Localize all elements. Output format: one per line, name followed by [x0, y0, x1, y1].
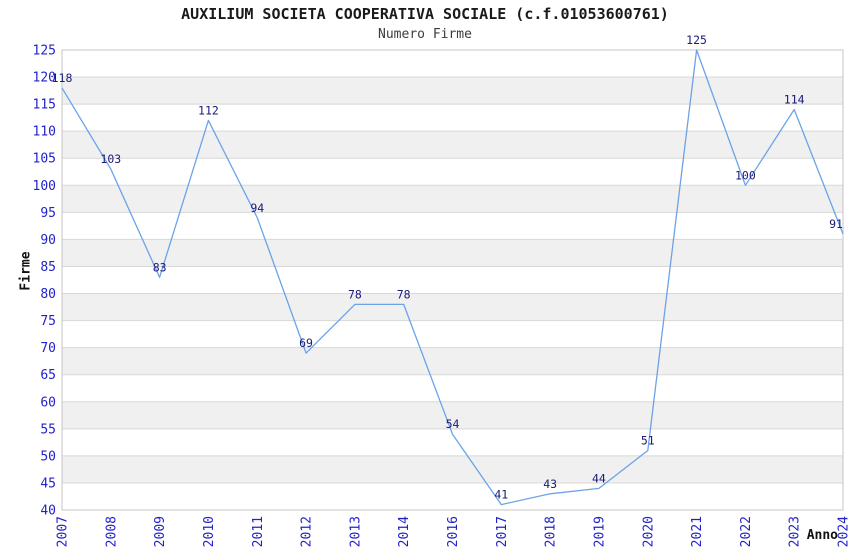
point-label: 103	[100, 152, 121, 166]
point-label: 114	[784, 93, 805, 107]
y-tick-label: 80	[40, 287, 56, 302]
y-tick-label: 40	[40, 504, 56, 519]
y-tick-label: 55	[40, 422, 56, 437]
x-tick-label: 2009	[153, 516, 168, 547]
plot-border	[61, 49, 844, 511]
grid-band	[62, 293, 843, 321]
x-tick-label: 2014	[397, 516, 412, 547]
x-tick-label: 2018	[544, 516, 559, 547]
point-label: 125	[686, 33, 707, 47]
y-tick-label: 120	[33, 71, 56, 86]
grid-band	[62, 239, 843, 267]
point-label: 112	[198, 103, 219, 117]
x-tick-label: 2021	[690, 516, 705, 547]
point-label: 94	[250, 201, 264, 215]
y-tick-label: 115	[33, 98, 56, 113]
y-tick-label: 60	[40, 395, 56, 410]
y-tick-label: 70	[40, 341, 56, 356]
y-tick-label: 50	[40, 449, 56, 464]
point-label: 54	[446, 417, 460, 431]
x-tick-label: 2022	[739, 516, 754, 547]
point-label: 91	[829, 217, 843, 231]
point-label: 51	[641, 433, 655, 447]
x-tick-label: 2013	[348, 516, 363, 547]
y-tick-label: 45	[40, 476, 56, 491]
grid-band	[62, 401, 843, 429]
y-tick-label: 65	[40, 368, 56, 383]
x-tick-label: 2017	[495, 516, 510, 547]
grid-band	[62, 131, 843, 159]
x-tick-label: 2011	[251, 516, 266, 547]
point-label: 78	[348, 287, 362, 301]
y-tick-label: 105	[33, 152, 56, 167]
point-label: 41	[494, 488, 508, 502]
x-axis-title: Anno	[806, 528, 838, 543]
point-label: 83	[153, 260, 167, 274]
point-label: 100	[735, 168, 756, 182]
x-tick-label: 2010	[202, 516, 217, 547]
y-tick-label: 75	[40, 314, 56, 329]
point-label: 118	[52, 71, 73, 85]
grid-band	[62, 455, 843, 483]
x-tick-label: 2007	[56, 516, 71, 547]
y-tick-label: 110	[33, 125, 56, 140]
y-tick-label: 90	[40, 233, 56, 248]
chart-title: AUXILIUM SOCIETA COOPERATIVA SOCIALE (c.…	[181, 5, 669, 23]
x-tick-label: 2024	[837, 516, 850, 547]
y-tick-label: 125	[33, 44, 56, 59]
y-tick-label: 100	[33, 179, 56, 194]
point-label: 44	[592, 471, 606, 485]
series-line	[61, 49, 844, 506]
point-label: 78	[397, 287, 411, 301]
x-tick-label: 2023	[788, 516, 803, 547]
x-tick-label: 2008	[104, 516, 119, 547]
y-tick-label: 85	[40, 260, 56, 275]
x-tick-label: 2020	[641, 516, 656, 547]
point-label: 69	[299, 336, 313, 350]
x-tick-label: 2019	[592, 516, 607, 547]
x-tick-label: 2012	[300, 516, 315, 547]
chart-subtitle: Numero Firme	[378, 27, 472, 42]
grid-band	[62, 185, 843, 213]
point-label: 43	[543, 477, 557, 491]
grid-band	[62, 77, 843, 105]
x-tick-label: 2016	[446, 516, 461, 547]
y-tick-label: 95	[40, 206, 56, 221]
grid-band	[62, 347, 843, 375]
